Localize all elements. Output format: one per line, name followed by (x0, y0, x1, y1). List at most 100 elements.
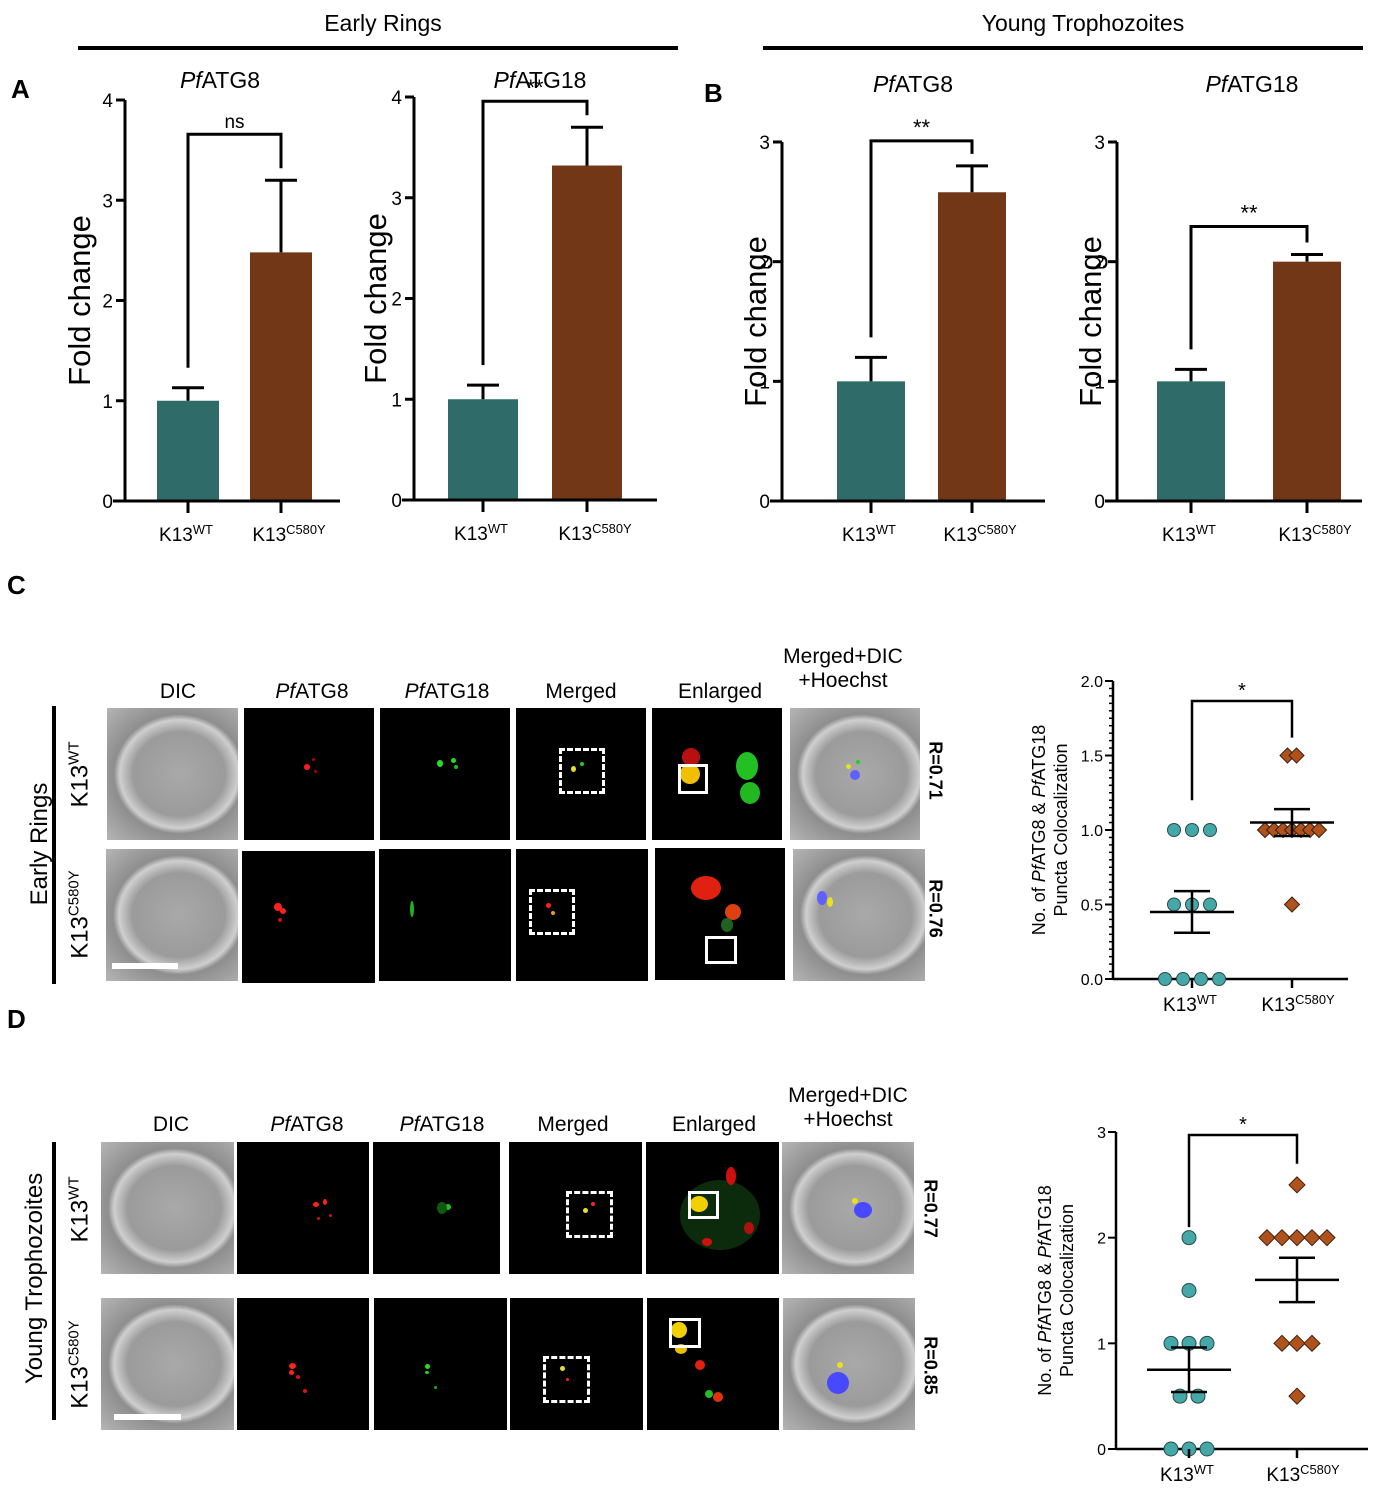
col-header-pfatg8-italic: Pf (275, 680, 296, 703)
row-label-base: K13 (66, 1199, 94, 1243)
row-label-base: K13 (66, 916, 94, 959)
bar-chart-a-pfatg18: PfATG18 Fold change K13WT K13C580Y 0 1 2 3 4 ** (358, 67, 657, 546)
data-point-wt (1203, 897, 1217, 912)
data-point-wt (1212, 972, 1226, 986)
data-point-mutant (1318, 1228, 1336, 1247)
significance-label: ** (1240, 200, 1258, 225)
col-header-merged-dic-line2: +Hoechst (798, 669, 888, 692)
scatter-chart-c-colocalization: No. of PfATG8 & PfATG18 Puncta Colocaliza… (1029, 674, 1348, 1017)
y-axis-label-line2: Puncta Colocalization (1051, 743, 1071, 916)
scale-bar (114, 1414, 181, 1420)
image-c-mut-enlarged (655, 848, 785, 980)
data-point-wt (1181, 1230, 1197, 1246)
y-tick-label: 3 (1094, 133, 1105, 154)
col-header-pfatg18: PfATG18 (372, 680, 522, 704)
row-label-d-mut: K13C580Y (66, 1305, 95, 1425)
significance-bracket (186, 132, 283, 368)
data-point-mutant (1288, 1334, 1306, 1353)
scatter-chart-d-colocalization: No. of PfATG8 & PfATG18 Puncta Colocaliza… (1035, 1114, 1368, 1486)
col-header-merged: Merged (537, 1113, 609, 1136)
col-header-pfatg8-rest: ATG8 (290, 1113, 344, 1136)
col-header-pfatg18-rest: ATG18 (419, 1113, 485, 1136)
y-axis-label-line1: No. of PfATG8 & PfATG18 (1035, 1185, 1055, 1395)
x-tick-label-mutant: K13C580Y (1278, 522, 1352, 547)
y-axis-label-line1: No. of PfATG8 & PfATG18 (1029, 725, 1049, 935)
x-tick-label-mutant: K13C580Y (252, 522, 326, 547)
significance-label: ** (526, 75, 544, 100)
chart-title: PfATG8 (180, 67, 260, 93)
col-header-dic: DIC (152, 1113, 190, 1136)
data-point-wt (1167, 823, 1181, 837)
significance-bracket (1189, 224, 1309, 350)
significance-bracket (869, 139, 974, 338)
col-header-merged-dic-line1: Merged+DIC (788, 1084, 908, 1107)
row-label-sup: C580Y (65, 870, 83, 917)
image-c-mut-merged-dic-hoechst (793, 849, 925, 981)
r-value-d-mut: R=0.85 (920, 1336, 941, 1395)
panel-label-a: A (11, 74, 30, 104)
data-point-mutant (1273, 1228, 1291, 1247)
x-tick-label-wt: K13WT (454, 521, 508, 546)
data-point-wt (1194, 972, 1208, 986)
stage-label-c: Early Rings (26, 782, 53, 906)
y-tick-label: 1 (391, 390, 402, 411)
col-header-enlarged: Enlarged (677, 680, 763, 703)
significance-label: * (1239, 1114, 1247, 1136)
y-tick-label: 2 (759, 253, 770, 274)
stage-title-early-rings: Early Rings (324, 10, 442, 36)
significance-bracket (481, 99, 589, 366)
y-tick-label: 3 (102, 191, 113, 212)
stage-bracket-d (52, 1142, 56, 1420)
y-tick-label: 4 (102, 91, 113, 112)
col-header-enlarged: Enlarged (671, 1113, 757, 1136)
significance-label: ** (913, 115, 931, 140)
bar-chart-b-pfatg8: PfATG8 Fold change K13WT K13C580Y 0 1 2 3 ** (738, 71, 1045, 546)
image-c-wt-pfatg18 (380, 708, 510, 840)
panel-label-b: B (704, 78, 723, 108)
y-tick-label: 2 (1094, 253, 1105, 274)
bar-wt (157, 400, 219, 501)
x-tick-label-mutant: K13C580Y (558, 521, 632, 546)
y-tick-label: 3 (1097, 1125, 1106, 1142)
data-point-mutant (1288, 1176, 1306, 1194)
image-d-mut-enlarged (647, 1298, 779, 1430)
x-tick-label-mutant: K13C580Y (1261, 992, 1335, 1017)
data-point-mutant (1310, 821, 1328, 839)
col-header-pfatg18: PfATG18 (367, 1113, 517, 1137)
y-axis-label: Fold change (358, 213, 393, 384)
y-tick-label: 2 (102, 292, 113, 313)
bar-wt (1157, 381, 1225, 501)
image-c-mut-pfatg18 (379, 849, 511, 981)
y-axis-label-line2: Puncta Colocalization (1057, 1204, 1077, 1377)
image-d-mut-dic (101, 1298, 234, 1430)
image-c-wt-enlarged (652, 708, 782, 840)
r-value-c-wt: R=0.71 (925, 741, 946, 800)
x-tick-label-wt: K13WT (1163, 992, 1217, 1017)
y-axis-label: Fold change (738, 236, 773, 407)
chart-title: PfATG18 (1206, 71, 1299, 97)
chart-title: PfATG8 (873, 71, 953, 97)
col-header-pfatg8: PfATG8 (237, 680, 387, 704)
col-header-pfatg18-italic: Pf (404, 680, 425, 703)
image-d-wt-dic (101, 1142, 234, 1274)
image-d-wt-enlarged (646, 1142, 779, 1274)
image-c-mut-dic (106, 849, 238, 981)
panel-label-c: C (7, 570, 26, 600)
row-label-c-wt: K13WT (66, 725, 95, 825)
col-header-pfatg8: PfATG8 (232, 1113, 382, 1137)
y-axis-label: Fold change (62, 215, 97, 386)
row-label-sup: WT (65, 1176, 83, 1200)
row-label-sup: C580Y (65, 1320, 83, 1367)
col-header-merged-dic-hoechst: Merged+DIC +Hoechst (768, 645, 918, 693)
y-tick-label: 1.0 (1081, 823, 1103, 840)
stage-divider-early-rings (78, 46, 678, 50)
image-c-wt-merged-dic-hoechst (790, 708, 920, 840)
col-header-merged-dic-hoechst: Merged+DIC +Hoechst (773, 1084, 923, 1132)
data-point-mutant (1273, 1334, 1291, 1353)
col-header-merged-dic-line2: +Hoechst (803, 1108, 893, 1131)
y-tick-label: 0 (1094, 492, 1105, 513)
stage-bracket-c (52, 706, 56, 984)
data-point-wt (1163, 1441, 1179, 1457)
bar-mutant (938, 192, 1006, 501)
significance-bracket (1190, 699, 1294, 801)
